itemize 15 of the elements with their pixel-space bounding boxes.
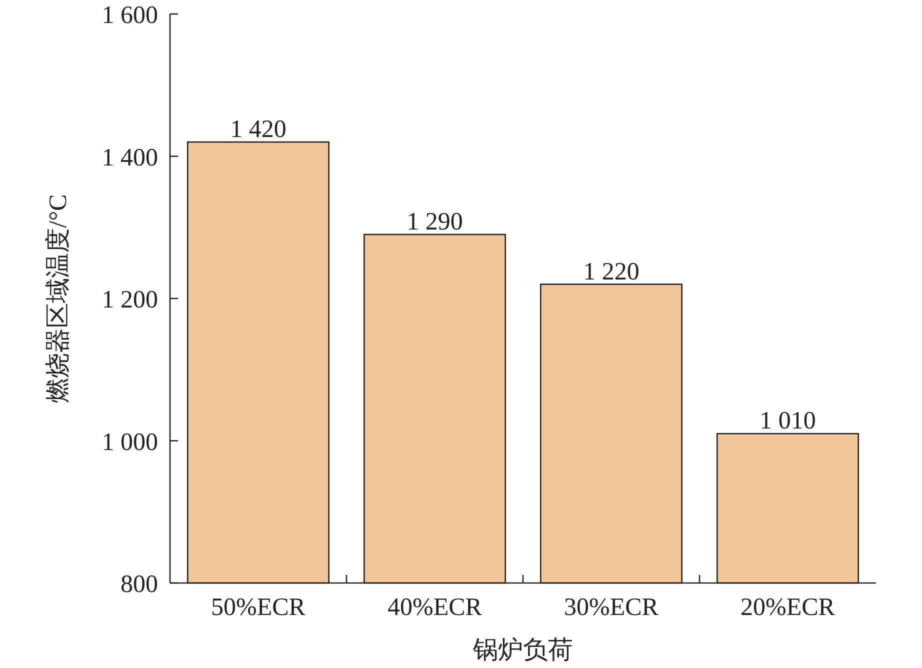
y-tick-label: 1 400	[102, 144, 158, 172]
x-tick-label: 30%ECR	[564, 594, 659, 621]
y-tick-label: 1 200	[102, 286, 158, 314]
y-tick-label: 1 000	[102, 428, 158, 456]
data-label: 1 220	[583, 258, 640, 286]
x-tick-label: 40%ECR	[388, 594, 482, 621]
data-label: 1 010	[760, 408, 816, 435]
y-tick-label: 800	[120, 571, 158, 598]
x-tick-label: 50%ECR	[211, 594, 306, 621]
y-axis-title: 燃烧器区域温度/°C	[44, 194, 72, 403]
data-label: 1 420	[230, 116, 286, 144]
data-label: 1 290	[406, 208, 463, 236]
x-tick-label: 20%ECR	[740, 594, 836, 621]
x-axis-title: 锅炉负荷	[472, 636, 573, 664]
y-tick-label: 1 600	[102, 2, 158, 29]
